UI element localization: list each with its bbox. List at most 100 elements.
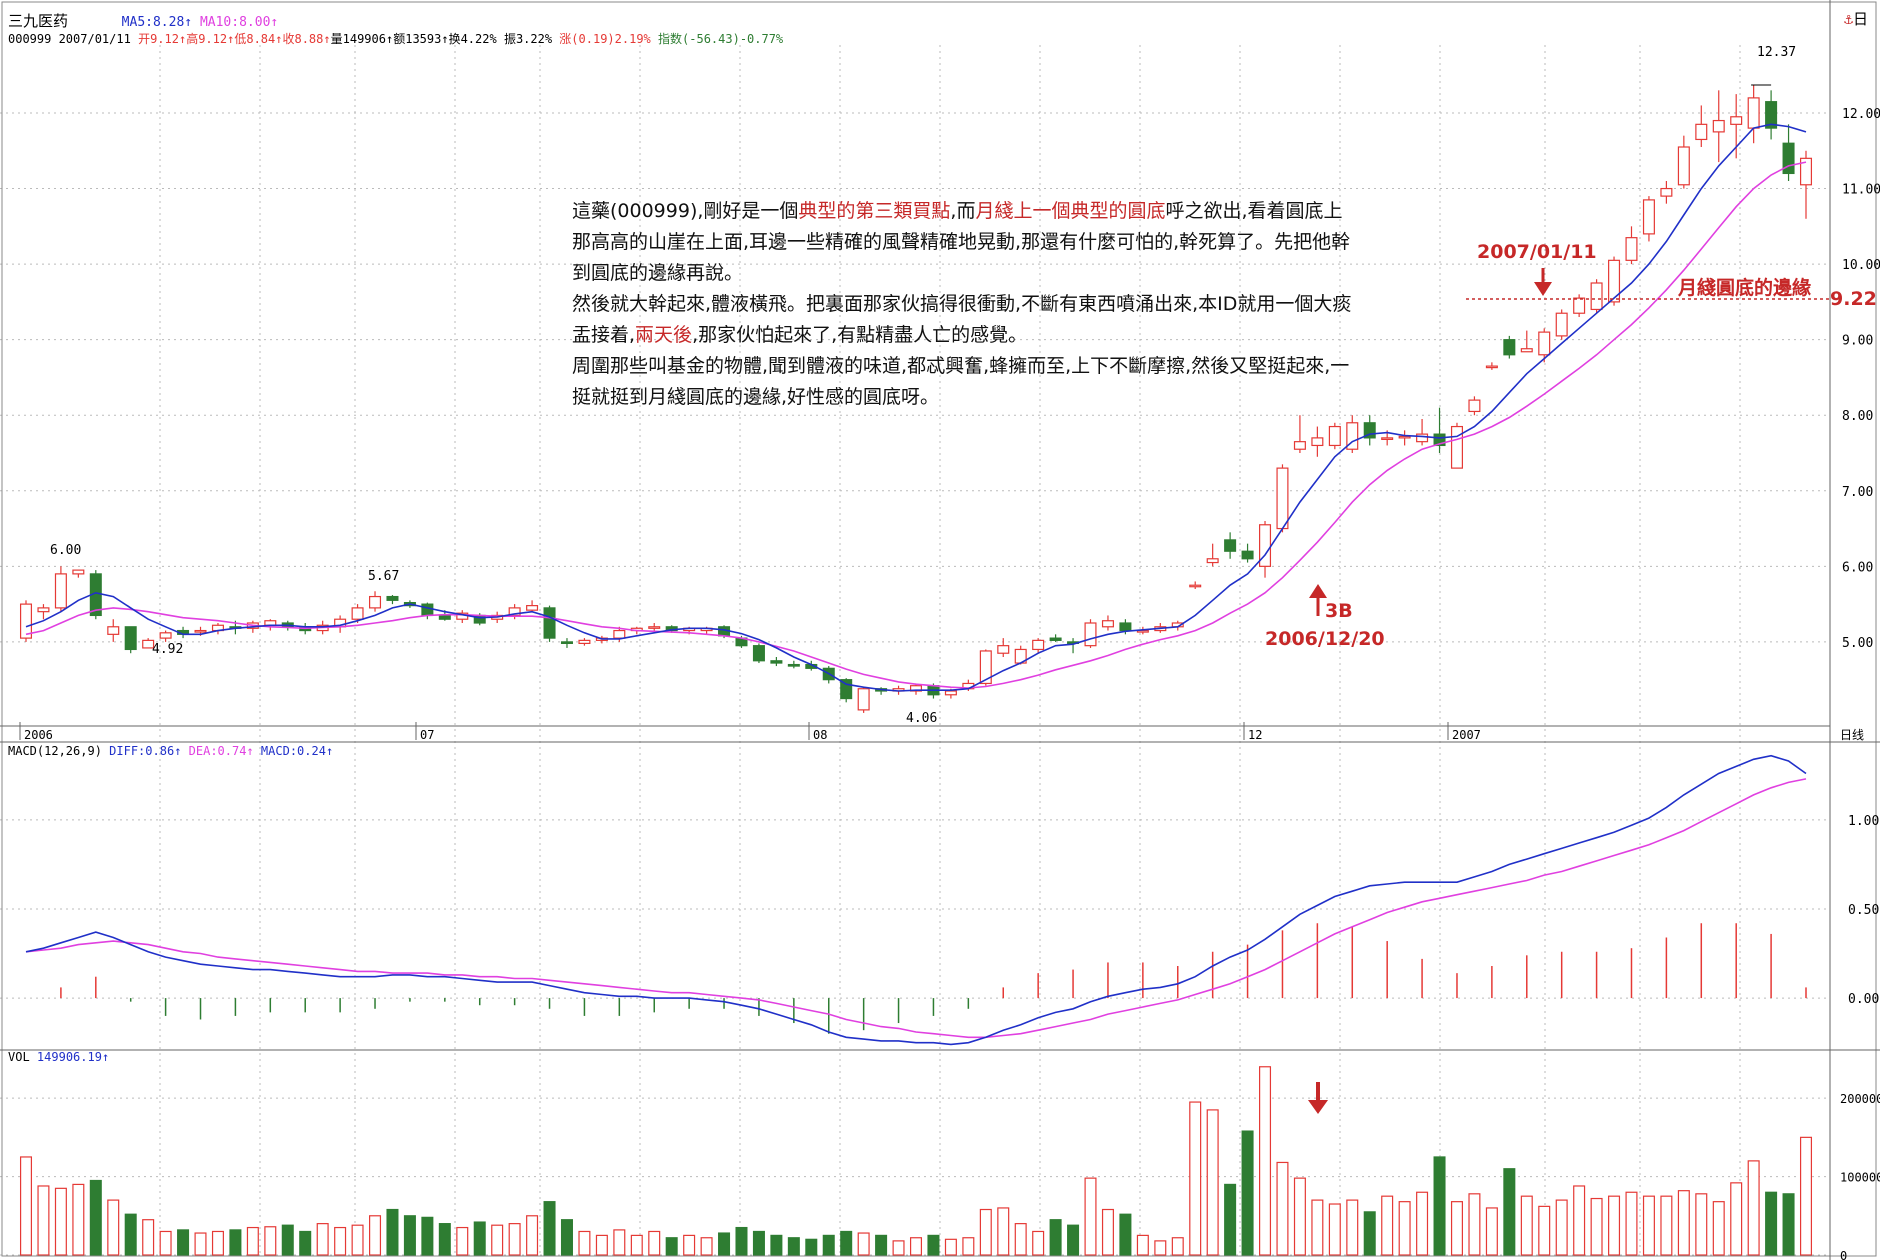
volume-bar [892,1240,905,1256]
volume-bar [857,1232,870,1256]
diff-label: DIFF:0.86 [109,744,175,758]
arrow-up-icon: ↑ [325,744,334,758]
candle-body [194,629,207,633]
time-tick-label: 日线 [1840,728,1864,742]
macd-panel [25,754,1807,1046]
volume-bar [456,1226,469,1256]
volume-bar [752,1230,765,1256]
arrow-up-icon: ↑ [441,32,449,46]
volume-bar [526,1215,539,1256]
candle-body [1328,425,1341,447]
candle-body [1485,365,1498,369]
candle-body [840,679,853,700]
volume-bar [1259,1066,1272,1256]
time-tick-label: 2006 [24,728,53,742]
candle-body [159,632,172,639]
volume-bar [264,1226,277,1256]
corner-button[interactable]: ⚓日 [1844,8,1868,29]
vol-value-label: 149906.19 [36,1050,102,1064]
volume-bar [421,1216,434,1256]
volume-bar [1014,1223,1027,1256]
volume-bar [1712,1201,1725,1256]
ma5-label: MA5:8.28 [121,15,185,30]
candle-body [1503,339,1516,356]
arrow-up-icon: ↑ [178,32,187,46]
volume-bar [438,1223,451,1256]
note-highlight: 兩天後 [635,324,693,346]
volume-bar [683,1234,696,1256]
candle-body [752,645,765,662]
volume-bar [1468,1193,1481,1256]
candle-body [1468,399,1481,413]
volume-bar [1189,1101,1202,1256]
arrow-up-icon: ↑ [174,744,182,758]
candle-body [1398,435,1411,439]
down-arrow-icon [1534,268,1552,296]
volume-bar [177,1229,190,1256]
candle-body [1573,297,1586,314]
price-tick-label: 7.00 [1842,485,1873,500]
high-quote: 高9.12 [186,32,228,46]
macd-tick-label: 0.00 [1848,992,1879,1007]
arrow-up-icon: ↑ [323,32,331,46]
arrow-up-icon: ↑ [227,32,235,46]
diff-line [25,754,1807,1046]
volume-bar [159,1230,172,1256]
volume-bar [1171,1237,1184,1256]
volume-bar [1799,1136,1813,1256]
volume-bar [543,1201,556,1256]
amount-quote: 额13593 [393,32,442,46]
volume-bar [840,1230,853,1256]
candle-body [1450,425,1463,469]
volume-bar [578,1230,591,1256]
arrow-up-icon: ↑ [385,32,394,46]
price-panel [19,84,1813,713]
arrow-up-icon: ↑ [270,15,279,30]
peak-567-label: 5.67 [368,569,399,584]
volume-bar [1276,1161,1289,1256]
note-paragraph-2: 然後就大幹起來,體液橫飛。把裏面那家伙搞得很衝動,不斷有東西噴涌出來,本ID就用… [572,289,1352,351]
volume-bar [630,1234,643,1256]
volume-bar [246,1226,259,1256]
note-highlight: 月綫上一個典型的圓底 [975,200,1166,222]
macd-value-label: MACD:0.24 [260,744,326,758]
volume-bar [386,1208,399,1256]
candle-body [1119,622,1132,632]
volume-bar [1590,1197,1603,1256]
volume-bar [54,1187,67,1256]
volume-bar [613,1229,626,1256]
volume-bar [944,1238,957,1256]
volume-bar [72,1183,85,1256]
candle-body [997,645,1010,654]
volume-bar [595,1234,608,1256]
volume-bar [1136,1234,1149,1256]
volume-bar [909,1237,923,1256]
candle-body [578,639,591,645]
candle-body [1101,620,1114,628]
volume-bar [1485,1207,1498,1256]
arrow-up-icon: ↑ [275,32,283,46]
candle-body [944,690,957,696]
price-tick-label: 10.00 [1842,258,1880,273]
price-tick-label: 5.00 [1842,636,1873,651]
volume-bar [281,1224,294,1256]
volume-bar [822,1234,835,1256]
volume-bar [1206,1109,1219,1256]
note-text: 這藥(000999),剛好是一個 [572,200,799,222]
macd-header: MACD(12,26,9) DIFF:0.86↑ DEA:0.74↑ MACD:… [8,744,333,758]
volume-bar [1311,1199,1324,1256]
note-text: 然後就大幹起來,體液橫飛。把裏面那家伙搞得很衝動,不斷有東西噴涌出來,本ID就用… [572,293,1352,346]
volume-arrow-icon [1308,1082,1328,1114]
candle-body [1747,97,1760,129]
volume-bar [351,1224,364,1256]
volume-bar [37,1185,50,1256]
up-arrow-icon [1309,584,1327,616]
price-tick-label: 12.00 [1842,107,1880,122]
time-tick-label: 2007 [1452,728,1481,742]
volume-bar [1067,1224,1080,1256]
ma10-label: MA10:8.00 [199,15,271,30]
volume-bar [648,1230,661,1256]
volume-bar [1573,1185,1586,1256]
note-text: ,那家伙怕起來了,有點精盡人亡的感覺。 [692,324,1028,346]
time-tick-label: 08 [813,728,827,742]
